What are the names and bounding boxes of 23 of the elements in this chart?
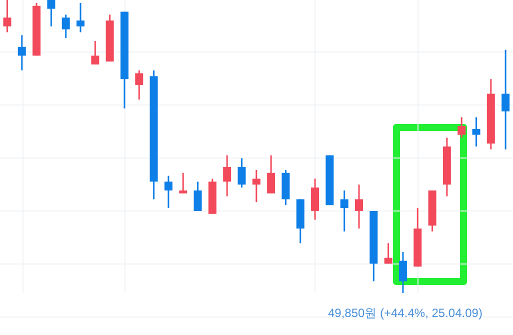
candlestick (502, 49, 510, 150)
candlestick (76, 2, 85, 33)
candlestick (179, 172, 188, 194)
candlestick (340, 190, 348, 232)
candlestick (164, 175, 172, 209)
candlestick (3, 0, 12, 33)
candlestick (267, 154, 276, 194)
candlestick (62, 14, 70, 39)
candlestick (472, 116, 480, 148)
candlestick (223, 154, 232, 198)
candlestick (311, 178, 320, 220)
candlestick (398, 251, 407, 293)
candlestick (194, 180, 202, 212)
candlestick (238, 157, 246, 188)
candlestick (91, 40, 100, 66)
text: 49,850원 (+44.4%, 25.04.09) (328, 305, 482, 322)
candlestick (252, 169, 260, 203)
candlestick (135, 70, 144, 100)
candlestick (458, 116, 466, 138)
candlestick (47, 0, 56, 28)
candlestick (18, 34, 26, 72)
candlestick (384, 242, 392, 264)
candlestick (354, 184, 363, 230)
